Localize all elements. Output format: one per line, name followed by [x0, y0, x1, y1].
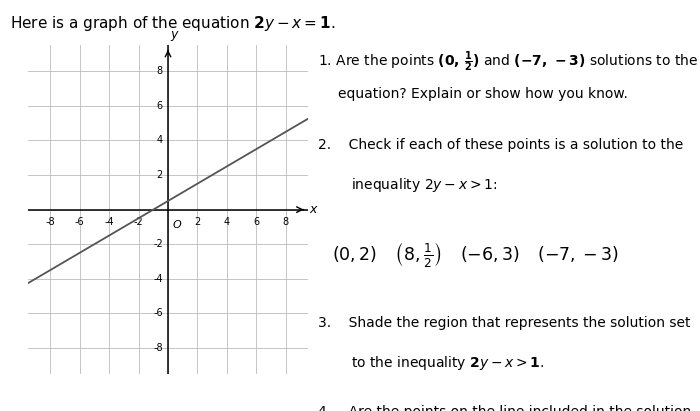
- Text: $x$: $x$: [309, 203, 319, 216]
- Text: -2: -2: [134, 217, 143, 227]
- Text: 6: 6: [157, 101, 163, 111]
- Text: $y$: $y$: [170, 30, 180, 44]
- Text: -6: -6: [153, 308, 163, 319]
- Text: 8: 8: [157, 66, 163, 76]
- Text: 2: 2: [157, 170, 163, 180]
- Text: 6: 6: [253, 217, 260, 227]
- Text: $O$: $O$: [172, 218, 182, 230]
- Text: Here is a graph of the equation $\mathbf{2\mathit{y}} - \mathit{x} = \mathbf{1}$: Here is a graph of the equation $\mathbf…: [10, 14, 336, 33]
- Text: 2.    Check if each of these points is a solution to the: 2. Check if each of these points is a so…: [318, 138, 684, 152]
- Text: 8: 8: [283, 217, 289, 227]
- Text: inequality $2y - x > 1$:: inequality $2y - x > 1$:: [351, 176, 497, 194]
- Text: 2: 2: [195, 217, 201, 227]
- Text: equation? Explain or show how you know.: equation? Explain or show how you know.: [338, 87, 628, 101]
- Text: -8: -8: [153, 343, 163, 353]
- Text: 4: 4: [224, 217, 230, 227]
- Text: -8: -8: [46, 217, 55, 227]
- Text: $(0,2)$   $\left(8,\frac{1}{2}\right)$   $(-6,3)$   $(-7,-3)$: $(0,2)$ $\left(8,\frac{1}{2}\right)$ $(-…: [332, 240, 619, 269]
- Text: 4: 4: [157, 135, 163, 145]
- Text: -4: -4: [153, 274, 163, 284]
- Text: -6: -6: [75, 217, 85, 227]
- Text: 4.    Are the points on the line included in the solution: 4. Are the points on the line included i…: [318, 405, 692, 411]
- Text: -4: -4: [104, 217, 114, 227]
- Text: 3.    Shade the region that represents the solution set: 3. Shade the region that represents the …: [318, 316, 691, 330]
- Text: to the inequality $\mathbf{2\mathit{y}} - \mathit{x} > \mathbf{1}$.: to the inequality $\mathbf{2\mathit{y}} …: [351, 354, 544, 372]
- Text: 1. Are the points $\mathbf{(0,\,\frac{1}{2})}$ and $\mathbf{(-7,\,-3)}$ solution: 1. Are the points $\mathbf{(0,\,\frac{1}…: [318, 49, 699, 74]
- Text: -2: -2: [153, 239, 163, 249]
